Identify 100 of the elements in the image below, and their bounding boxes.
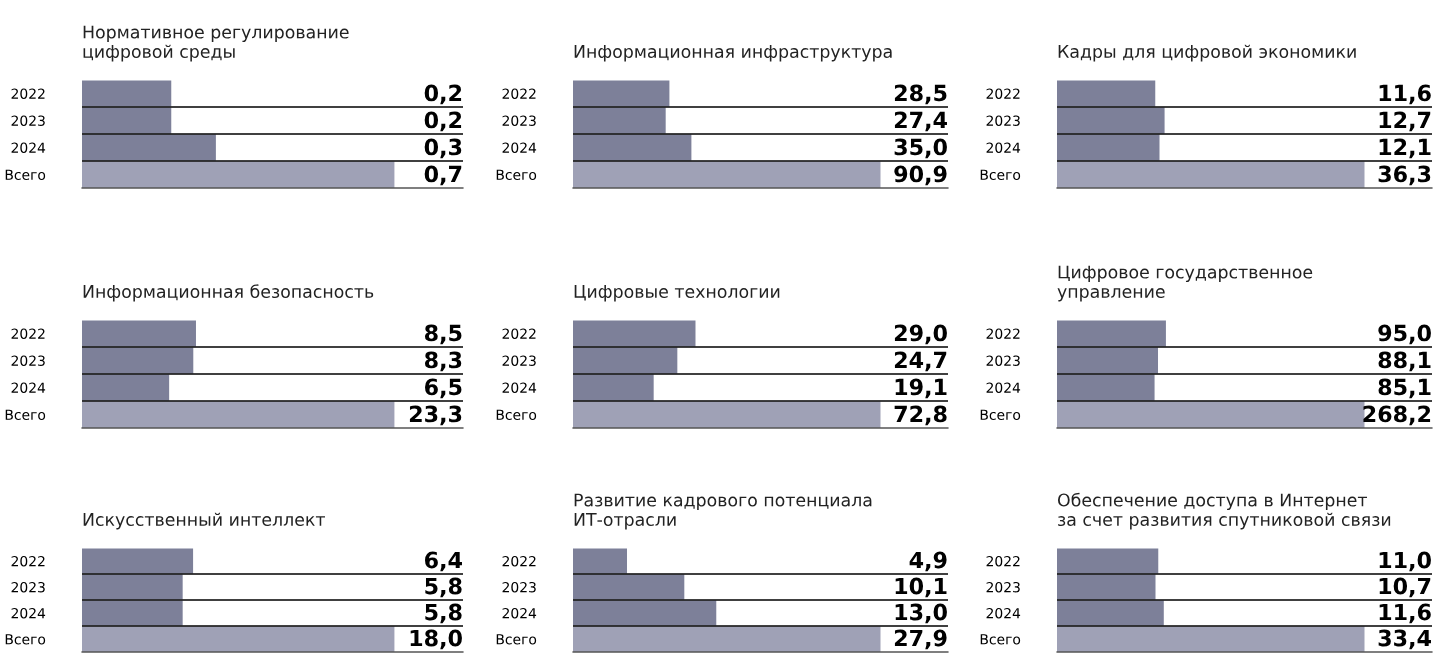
chart-title: Цифровое государственное управление: [1057, 265, 1313, 302]
y-tick-label: 2022: [502, 88, 536, 99]
data-label: 0,2: [424, 111, 462, 132]
data-label: 90,9: [894, 165, 947, 186]
data-label: 12,7: [1379, 111, 1431, 132]
bar: [82, 401, 395, 428]
data-label: 23,3: [409, 405, 462, 426]
data-label: 8,5: [424, 324, 462, 345]
bar: [573, 600, 717, 626]
y-tick-label: 2023: [986, 355, 1020, 366]
bar: [1057, 374, 1155, 401]
data-label: 0,3: [424, 138, 462, 159]
bar: [1057, 600, 1164, 626]
bar: [573, 374, 654, 401]
y-tick-label: Всего: [980, 634, 1021, 645]
data-label: 0,2: [424, 84, 462, 105]
data-label: 18,0: [410, 629, 462, 650]
y-tick-label: 2023: [502, 115, 536, 126]
y-tick-label: 2023: [986, 581, 1020, 593]
y-tick-label: 2023: [986, 115, 1020, 126]
data-label: 10,7: [1379, 577, 1431, 598]
bar: [1057, 161, 1365, 188]
y-tick-label: 2024: [11, 142, 46, 153]
y-tick-label: 2024: [986, 607, 1021, 619]
chart-title: Обеспечение доступа в Интернет за счет развития спутниковой связи: [1057, 492, 1391, 530]
data-label: 95,0: [1378, 324, 1431, 345]
y-tick-label: 2024: [502, 607, 537, 619]
data-label: 5,8: [425, 577, 462, 598]
y-tick-label: 2022: [11, 88, 45, 99]
data-label: 10,1: [895, 577, 947, 598]
data-label: 33,4: [1378, 629, 1431, 650]
y-tick-label: Всего: [5, 409, 46, 420]
bar: [573, 574, 685, 600]
bar: [1057, 548, 1159, 574]
bar: [1057, 107, 1165, 134]
y-tick-label: Всего: [980, 169, 1021, 180]
y-tick-label: 2022: [986, 88, 1020, 99]
chart-title: Развитие кадрового потенциала ИТ-отрасли: [574, 493, 872, 530]
y-tick-label: Всего: [496, 169, 537, 180]
y-tick-label: Всего: [496, 409, 537, 420]
bar: [82, 320, 196, 347]
y-tick-label: 2023: [502, 355, 536, 366]
bar: [1057, 626, 1365, 652]
data-label: 28,5: [894, 84, 947, 105]
data-label: 268,2: [1363, 405, 1431, 426]
bar: [1057, 80, 1156, 107]
bar: [82, 347, 194, 374]
chart-title: Кадры для цифровой экономики: [1058, 44, 1356, 62]
bar: [1057, 347, 1159, 374]
bar: [573, 347, 678, 374]
data-label: 27,9: [894, 629, 947, 650]
y-tick-label: 2022: [11, 328, 45, 339]
data-label: 35,0: [894, 138, 947, 159]
data-label: 4,9: [909, 551, 947, 572]
y-tick-label: Всего: [5, 169, 46, 180]
y-tick-label: 2022: [986, 555, 1020, 567]
y-tick-label: 2023: [11, 115, 45, 126]
data-label: 19,1: [895, 378, 947, 399]
y-tick-label: 2023: [502, 581, 536, 593]
bar: [1057, 320, 1166, 347]
y-tick-label: 2024: [502, 382, 537, 393]
data-label: 12,1: [1379, 138, 1431, 159]
bar: [573, 626, 881, 652]
data-label: 11,6: [1379, 84, 1431, 105]
data-label: 36,3: [1378, 165, 1431, 186]
bar: [573, 80, 670, 107]
data-label: 11,6: [1379, 603, 1431, 624]
data-label: 11,0: [1379, 551, 1431, 572]
data-label: 85,1: [1378, 378, 1431, 399]
y-tick-label: Всего: [496, 634, 537, 645]
y-tick-label: 2023: [11, 355, 45, 366]
data-label: 27,4: [894, 111, 947, 132]
chart-title: Искусственный интеллект: [83, 512, 326, 530]
y-tick-label: Всего: [980, 409, 1021, 420]
bar: [573, 161, 881, 188]
bar: [573, 107, 666, 134]
chart-title: Информационная инфраструктура: [574, 45, 892, 62]
bar: [573, 134, 692, 161]
bar: [573, 401, 881, 428]
data-label: 72,8: [894, 405, 947, 426]
data-label: 29,0: [894, 324, 947, 345]
y-tick-label: 2024: [502, 142, 537, 153]
bar: [1057, 401, 1365, 428]
data-label: 5,8: [425, 603, 462, 624]
chart-title: Нормативное регулирование цифровой среды: [83, 25, 349, 62]
chart-title: Информационная безопасность: [83, 284, 374, 302]
data-label: 13,0: [895, 603, 947, 624]
y-tick-label: 2024: [986, 142, 1021, 153]
y-tick-label: 2024: [986, 382, 1021, 393]
data-label: 88,1: [1378, 351, 1431, 372]
y-tick-label: 2022: [502, 555, 536, 567]
y-tick-label: 2022: [502, 328, 536, 339]
y-tick-label: 2022: [11, 555, 45, 567]
bar: [1057, 574, 1156, 600]
bar: [573, 320, 696, 347]
data-label: 6,5: [425, 378, 462, 399]
bar: [573, 548, 628, 574]
data-label: 8,3: [424, 351, 462, 372]
data-label: 24,7: [894, 351, 947, 372]
y-tick-label: 2024: [11, 607, 46, 619]
